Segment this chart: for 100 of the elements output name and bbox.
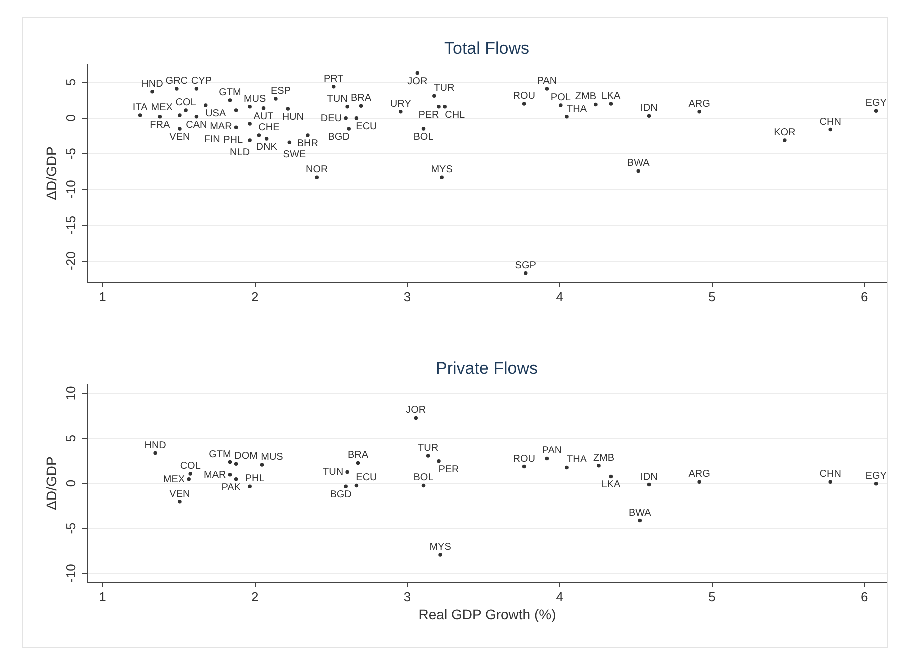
- point: [399, 110, 403, 114]
- data-label: ROU: [513, 91, 536, 102]
- point: [426, 454, 430, 458]
- x-tick-label: 6: [861, 590, 868, 604]
- data-label: ECU: [356, 472, 378, 484]
- point: [178, 114, 182, 118]
- x-tick-label: 5: [708, 290, 716, 304]
- data-label: PAN: [542, 446, 562, 457]
- data-label: HND: [144, 440, 166, 452]
- point: [260, 463, 264, 467]
- y-axis-title: ΔD/GDP: [44, 146, 60, 200]
- point: [248, 484, 252, 488]
- data-label: FRA: [150, 120, 170, 131]
- point: [228, 98, 232, 102]
- data-label: CHN: [820, 469, 842, 480]
- data-label: BOL: [414, 132, 434, 144]
- data-label: MUS: [244, 94, 266, 105]
- point: [234, 108, 238, 112]
- data-label: CHL: [445, 110, 466, 121]
- data-label: DEU: [320, 113, 342, 124]
- point: [422, 484, 426, 488]
- point: [437, 460, 441, 464]
- point: [228, 473, 232, 477]
- data-label: VEN: [170, 132, 190, 144]
- y-tick-label: 5: [64, 78, 78, 86]
- point: [346, 105, 350, 109]
- point: [440, 176, 444, 180]
- point: [194, 87, 199, 91]
- y-tick-label: 10: [64, 386, 78, 401]
- point: [522, 464, 526, 469]
- point: [636, 169, 640, 174]
- point: [414, 416, 418, 420]
- data-label: GTM: [209, 449, 232, 460]
- point: [315, 176, 319, 180]
- data-label: CHN: [820, 116, 842, 128]
- data-label: SGP: [515, 260, 537, 272]
- data-label: POL: [550, 92, 572, 104]
- point: [234, 478, 238, 482]
- y-tick-label: -5: [64, 522, 78, 534]
- data-label: BWA: [627, 158, 650, 170]
- point: [344, 116, 348, 120]
- point: [559, 104, 563, 108]
- point: [150, 90, 154, 94]
- point: [346, 470, 350, 474]
- data-label: PHL: [224, 135, 244, 146]
- data-label: MEX: [163, 474, 186, 486]
- data-label: CHE: [258, 122, 280, 134]
- data-label: AUT: [254, 111, 274, 122]
- data-label: ROU: [513, 454, 536, 465]
- data-label: MUS: [261, 452, 284, 463]
- data-label: HUN: [282, 112, 304, 124]
- data-label: ARG: [688, 469, 711, 480]
- data-label: MYS: [431, 164, 454, 176]
- data-label: PAN: [537, 76, 558, 88]
- point: [248, 138, 252, 142]
- data-label: BGD: [328, 132, 350, 144]
- point: [354, 116, 359, 120]
- data-label: JOR: [408, 76, 428, 88]
- y-tick-label: 5: [64, 434, 78, 442]
- data-label: SWE: [283, 150, 306, 161]
- data-label: NOR: [306, 164, 328, 176]
- point: [828, 128, 832, 132]
- data-label: PER: [418, 110, 440, 121]
- data-label: COL: [176, 97, 197, 108]
- point: [609, 102, 614, 106]
- data-label: PHL: [245, 474, 266, 485]
- point: [545, 87, 550, 91]
- data-label: USA: [206, 108, 226, 120]
- point: [286, 107, 290, 111]
- data-label: BWA: [628, 508, 652, 519]
- data-label: CYP: [191, 76, 212, 88]
- point: [522, 102, 526, 106]
- data-label: GTM: [219, 87, 242, 98]
- y-axis-title: ΔD/GDP: [44, 456, 60, 510]
- data-label: PAK: [222, 482, 242, 494]
- data-label: MEX: [151, 102, 174, 114]
- point: [437, 105, 441, 109]
- point: [178, 500, 182, 504]
- point: [158, 115, 162, 119]
- data-label: IDN: [640, 472, 658, 483]
- point: [432, 94, 436, 98]
- point: [783, 138, 787, 142]
- point: [234, 126, 238, 130]
- y-tick-label: -15: [64, 216, 78, 235]
- point: [228, 460, 232, 464]
- point: [184, 108, 188, 112]
- point: [594, 102, 598, 107]
- data-label: ESP: [270, 86, 292, 98]
- point: [347, 127, 351, 131]
- data-label: ECU: [356, 121, 378, 132]
- data-label: ITA: [132, 102, 148, 114]
- point: [828, 480, 832, 484]
- point: [359, 104, 364, 108]
- data-label: ZMB: [593, 452, 615, 464]
- data-label: TUR: [418, 443, 439, 454]
- point: [248, 105, 252, 109]
- data-label: BRA: [351, 93, 372, 104]
- x-tick-label: 2: [252, 290, 259, 304]
- x-tick-label: 4: [556, 290, 564, 304]
- x-tick-label: 2: [252, 590, 259, 604]
